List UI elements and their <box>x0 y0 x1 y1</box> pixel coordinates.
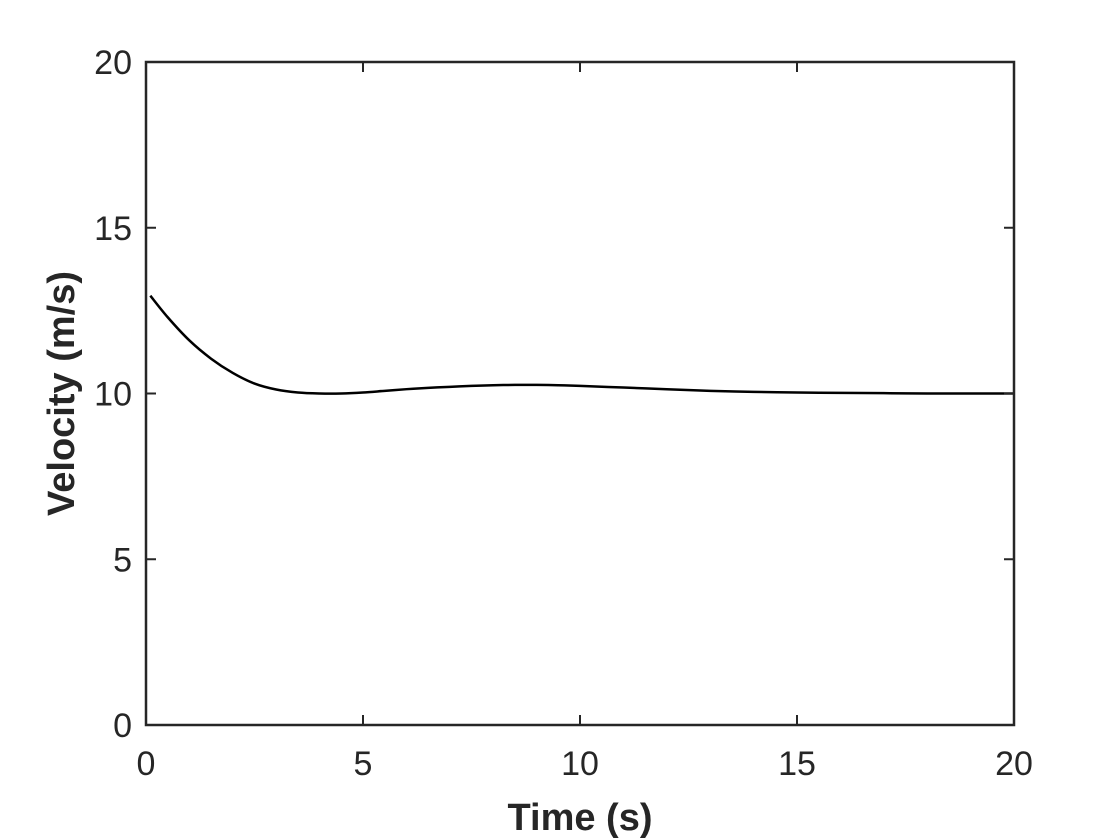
x-axis-label: Time (s) <box>507 797 652 839</box>
y-tick-label: 15 <box>94 210 132 248</box>
y-axis-label: Velocity (m/s) <box>41 271 83 516</box>
x-tick-label: 15 <box>778 745 816 783</box>
x-tick-label: 20 <box>995 745 1033 783</box>
x-tick-label: 10 <box>561 745 599 783</box>
velocity-series-line <box>149 294 1014 395</box>
y-tick-label: 5 <box>113 541 132 579</box>
plot-area <box>149 294 1014 395</box>
tick-labels: 0 5 10 15 20 0 5 10 15 20 <box>94 44 1033 783</box>
y-tick-label: 10 <box>94 376 132 414</box>
x-tick-label: 0 <box>137 745 156 783</box>
axes-box <box>144 60 1016 727</box>
y-tick-label: 20 <box>94 44 132 82</box>
x-tick-label: 5 <box>354 745 373 783</box>
y-tick-label: 0 <box>113 707 132 745</box>
